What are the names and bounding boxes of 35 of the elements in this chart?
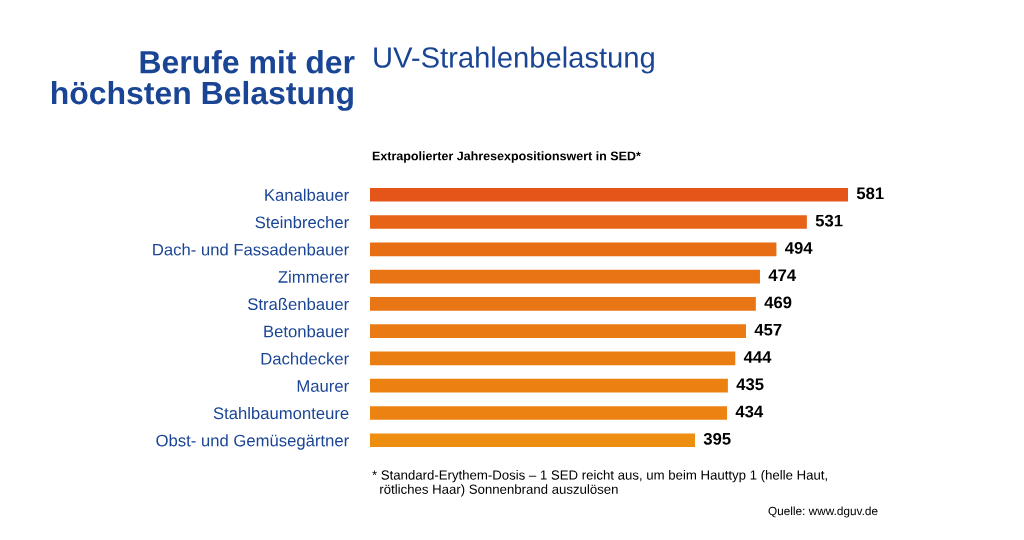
bar	[370, 324, 746, 338]
y-tick-label: Straßenbauer	[248, 297, 349, 311]
data-label: 494	[785, 241, 813, 254]
data-label: 395	[703, 432, 731, 445]
y-tick-label: Dachdecker	[261, 352, 349, 365]
source-note: Quelle: www.dguv.de	[768, 506, 878, 518]
bar	[370, 269, 760, 284]
bar	[370, 187, 848, 202]
data-label: 434	[735, 405, 764, 418]
y-tick-label: Betonbauer	[264, 325, 349, 338]
bar	[370, 378, 728, 393]
data-label: 581	[856, 187, 884, 200]
text: * Standard-Erythem-Dosis – 1 SED reicht aus, um beim Hauttyp 1 (helle Haut, rötliches Haar) Sonnenbrand auszulösen	[372, 470, 827, 497]
bar	[370, 215, 807, 229]
y-tick-label: Kanalbauer	[265, 188, 349, 201]
y-tick-label: Zimmerer	[278, 270, 349, 283]
bar	[370, 433, 695, 448]
bar	[370, 242, 777, 257]
chart-subtitle: UV-Strahlenbelastung	[374, 46, 654, 74]
y-tick-label: Steinbrecher	[255, 216, 349, 229]
data-label: 444	[743, 351, 772, 363]
y-tick-label: Obst- und Gemüsegärtner	[156, 434, 349, 450]
data-label: 469	[764, 296, 792, 309]
bar	[370, 297, 756, 311]
bar	[370, 351, 736, 366]
data-label: 457	[754, 323, 782, 336]
x-axis-title: Extrapolierter Jahresexpositionswert in SED*	[372, 151, 641, 163]
y-tick-label: Dach- und Fassadenbauer	[153, 243, 349, 256]
bar	[370, 406, 728, 420]
y-tick-label: Maurer	[297, 380, 349, 392]
y-tick-label: Stahlbaumonteure	[213, 406, 349, 420]
data-label: 531	[815, 214, 843, 227]
data-label: 435	[736, 378, 764, 391]
chart-title: Berufe mit der höchsten Belastung	[51, 50, 355, 111]
data-label: 474	[768, 269, 797, 281]
